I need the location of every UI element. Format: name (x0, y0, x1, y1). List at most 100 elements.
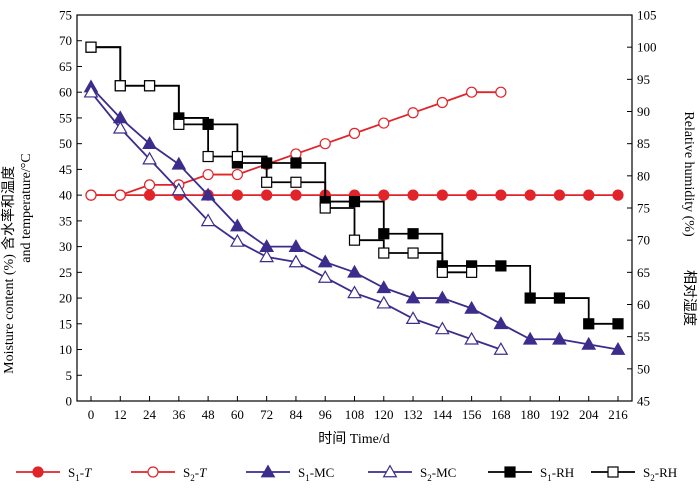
data-point (405, 311, 421, 324)
left-tick-label: 25 (59, 265, 72, 280)
left-tick-label: 45 (59, 162, 72, 177)
left-axis-title-line2: and temperature/°C (19, 153, 34, 262)
left-tick-label: 5 (66, 368, 73, 383)
left-tick-label: 75 (59, 8, 72, 23)
data-point (434, 290, 450, 304)
data-point (143, 179, 156, 191)
data-point (436, 266, 448, 278)
legend-label-sub: 2 (190, 473, 195, 483)
left-tick-label: 70 (59, 33, 72, 48)
legend-item: S1-RH (488, 465, 574, 483)
legend-label-main: S (643, 465, 650, 480)
data-point (348, 234, 361, 246)
right-tick-label: 95 (637, 72, 650, 87)
right-tick-label: 75 (637, 201, 650, 216)
legend-label: S1-RH (540, 465, 574, 483)
data-point (288, 239, 304, 252)
x-tick-label: 156 (462, 407, 482, 422)
data-point (583, 189, 595, 201)
data-point (347, 285, 362, 299)
x-tick-label: 24 (143, 407, 157, 422)
right-tick-label: 105 (637, 8, 657, 23)
legend-label-sub: 2 (427, 473, 432, 483)
x-tick-label: 96 (319, 407, 333, 422)
data-point (85, 189, 97, 201)
data-point (288, 254, 304, 268)
data-point (436, 96, 448, 109)
data-point (581, 336, 597, 350)
legend-label: S2-RH (643, 465, 677, 483)
series-s2-rh (85, 41, 478, 278)
data-point (376, 280, 392, 294)
data-point (407, 107, 419, 119)
x-tick-label: 48 (202, 407, 215, 422)
legend-label-main: S (298, 465, 305, 480)
right-tick-label: 80 (637, 168, 650, 183)
legend-item: S2-RH (591, 465, 677, 483)
data-point (378, 247, 390, 259)
data-point (407, 228, 419, 240)
x-tick-label: 0 (88, 407, 95, 422)
legend-marker (147, 466, 159, 478)
data-point (348, 127, 361, 139)
legend-marker (382, 464, 398, 478)
left-axis-title-cn: 含水率和温度 (0, 166, 17, 250)
left-axis-title-line1: Moisture content (%) (2, 254, 17, 374)
data-point (202, 150, 214, 163)
data-point (290, 189, 302, 201)
data-point (436, 189, 448, 201)
series-line-s2-rh (91, 46, 472, 274)
legend-marker (504, 466, 516, 478)
right-tick-label: 50 (637, 361, 650, 376)
legend-label-suffix: -T (80, 465, 92, 480)
data-point (171, 156, 187, 170)
legend-item: S2-MC (368, 464, 456, 483)
left-tick-label: 15 (59, 316, 72, 331)
legend-marker (260, 464, 276, 478)
right-tick-label: 100 (637, 40, 657, 55)
data-point (466, 266, 478, 278)
data-point (553, 292, 566, 304)
right-axis-ticks: 45 50 55 60 65 70 75 80 85 90 95 100 105 (627, 8, 657, 409)
left-axis-ticks: 0 5 10 15 20 25 30 35 40 45 50 55 60 65 70 75 (59, 8, 82, 409)
x-tick-label: 192 (550, 407, 570, 422)
data-point (552, 331, 567, 345)
legend-label-suffix: -RH (552, 465, 574, 480)
left-tick-label: 35 (59, 213, 72, 228)
left-tick-label: 55 (59, 110, 72, 125)
data-point (261, 189, 273, 201)
legend-label-main: S (183, 465, 190, 480)
data-point (290, 157, 302, 169)
right-tick-label: 45 (637, 394, 650, 409)
x-tick-label: 36 (172, 407, 186, 422)
data-point (230, 233, 245, 247)
data-point (317, 254, 333, 268)
legend-label-suffix: -MC (310, 465, 335, 480)
legend-label: S2-T (183, 465, 207, 483)
x-tick-label: 60 (231, 407, 244, 422)
legend-label-main: S (68, 465, 75, 480)
x-tick-label: 12 (114, 407, 127, 422)
legend-item: S2-T (131, 465, 207, 483)
legend-label: S1-MC (298, 465, 334, 483)
right-axis-title-cn: 相对湿度 (681, 270, 697, 326)
legend-label-sub: 1 (75, 473, 80, 483)
legend-marker (32, 466, 44, 478)
legend-label: S2-MC (420, 465, 456, 483)
data-point (319, 202, 331, 214)
data-point (466, 86, 478, 98)
data-point (231, 168, 243, 181)
legend: S1-T S2-T S1-MC S2-MC S1-RH S2-RH (16, 464, 677, 483)
data-point (143, 80, 156, 92)
data-point (347, 264, 362, 278)
legend-item: S1-T (16, 465, 92, 483)
left-tick-label: 30 (59, 239, 72, 254)
left-tick-label: 10 (59, 342, 72, 357)
data-point (553, 189, 566, 201)
data-point (83, 84, 99, 98)
right-tick-label: 55 (637, 329, 650, 344)
x-axis-ticks: 0 12 24 36 48 60 72 84 96 108 120 132 144 156 168 180 19… (88, 396, 628, 422)
data-point (173, 118, 185, 130)
left-tick-label: 65 (59, 59, 72, 74)
data-point (522, 331, 538, 345)
